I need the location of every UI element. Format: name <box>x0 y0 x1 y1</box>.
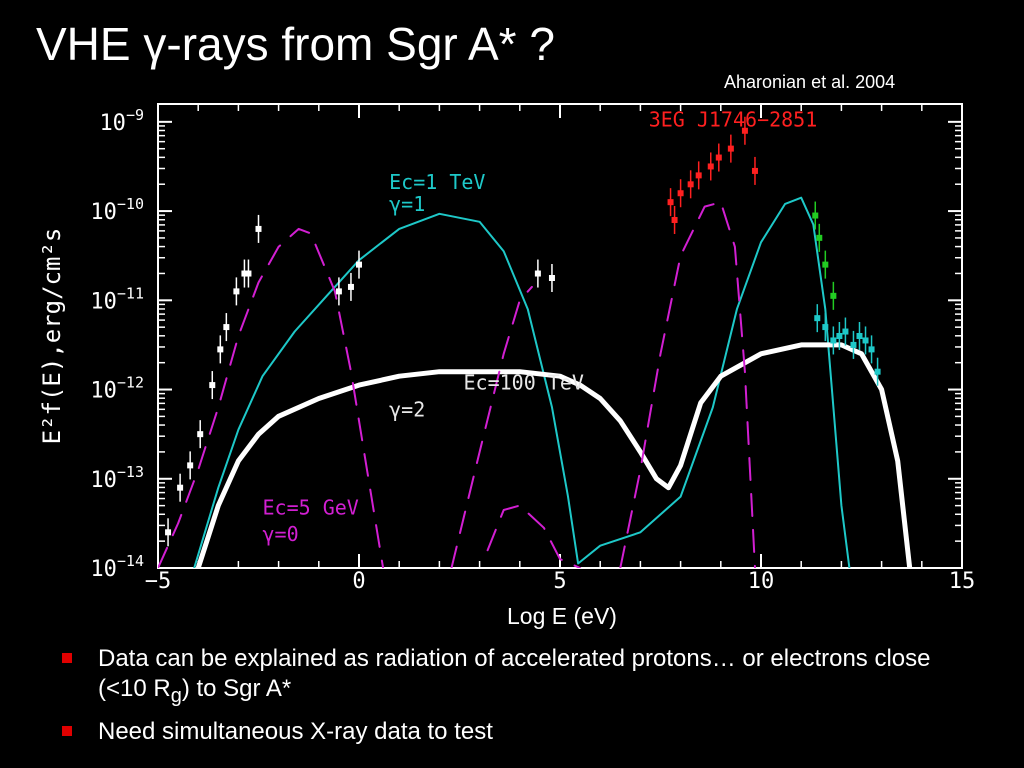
data-point <box>741 127 748 134</box>
model-curve-3 <box>450 285 533 568</box>
bullet-1-text: Data can be explained as radiation of ac… <box>98 645 931 702</box>
x-tick-label: 10 <box>748 569 775 594</box>
data-point <box>671 217 678 223</box>
x-tick-label: 5 <box>553 569 566 594</box>
data-point <box>335 288 342 295</box>
y-tick-label: 10−13 <box>90 463 144 493</box>
x-axis-label: Log E (eV) <box>507 603 617 629</box>
y-tick-label: 10−12 <box>90 374 144 404</box>
y-tick-label: 10−9 <box>99 106 144 136</box>
title-suffix: -rays from Sgr A* ? <box>166 18 555 70</box>
y-tick-exponent: −9 <box>126 106 144 124</box>
data-point <box>217 346 224 353</box>
chart-annotation: 3EG J1746−2851 <box>649 107 818 131</box>
chart-annotation: γ=1 <box>389 192 425 216</box>
chart-annotation: γ=2 <box>389 397 425 421</box>
data-point <box>197 431 204 438</box>
data-point <box>836 333 843 339</box>
data-point <box>822 324 829 331</box>
data-point <box>707 163 714 170</box>
bullet-list: Data can be explained as radiation of ac… <box>62 644 962 753</box>
sed-chart: −5 0 5 10 15 10−9 10−10 10−11 10−12 10−13 10−14 3E… <box>38 103 976 629</box>
chart-annotation: Ec=5 GeV <box>263 495 359 519</box>
model-curve-0 <box>193 196 851 568</box>
bullet-item: Need simultaneous X-ray data to test <box>62 717 962 747</box>
data-point <box>356 261 362 268</box>
data-point <box>830 292 837 299</box>
y-axis-label: E²f(E),erg/cm²s <box>38 228 66 445</box>
data-point <box>347 283 354 290</box>
y-tick-label: 10−14 <box>90 552 144 582</box>
x-tick-label: 15 <box>949 569 976 594</box>
bullet-1-sub: g <box>170 684 182 707</box>
data-point <box>850 341 857 348</box>
data-point <box>245 270 252 277</box>
bullet-square <box>62 725 72 736</box>
chart-annotation: Ec=1 TeV <box>389 170 485 194</box>
data-point <box>830 337 837 344</box>
model-curve-4 <box>486 504 582 568</box>
data-point <box>677 190 684 197</box>
y-tick-exponent: −11 <box>117 284 144 302</box>
data-point <box>868 346 875 353</box>
bullet-1-tail: ) to Sgr A* <box>181 675 292 702</box>
y-tick-exponent: −13 <box>117 463 144 481</box>
data-point <box>233 288 240 295</box>
y-tick-label: 10−11 <box>90 284 144 314</box>
data-point <box>177 484 184 491</box>
data-point <box>856 333 863 339</box>
model-curve-1 <box>195 342 913 568</box>
y-tick-exponent: −12 <box>117 374 144 392</box>
data-point <box>751 167 758 174</box>
data-point <box>165 529 172 536</box>
data-point <box>667 199 674 206</box>
data-point <box>255 225 262 232</box>
bullet-item: Data can be explained as radiation of ac… <box>62 644 962 711</box>
bullet-square <box>62 653 72 663</box>
title-prefix: VHE <box>36 18 144 70</box>
data-point <box>715 154 722 161</box>
point-group <box>165 116 881 547</box>
data-point <box>209 382 216 389</box>
data-point <box>548 275 555 281</box>
data-point <box>842 328 849 335</box>
data-point <box>822 261 829 268</box>
data-point <box>812 212 819 219</box>
slide-title: VHE γ-rays from Sgr A* ? <box>36 14 555 74</box>
data-point <box>241 270 248 277</box>
bullet-2-text: Need simultaneous X-ray data to test <box>98 717 493 745</box>
x-tick-label: 0 <box>352 569 365 594</box>
chart-annotation: γ=0 <box>263 522 299 546</box>
data-point <box>223 324 230 331</box>
y-tick-label: 10−10 <box>90 195 144 225</box>
data-point <box>727 145 734 152</box>
data-point <box>862 337 869 344</box>
curve-group <box>158 196 913 568</box>
model-curve-2 <box>158 227 385 568</box>
citation: Aharonian et al. 2004 <box>724 72 896 92</box>
data-point <box>187 462 194 469</box>
data-point <box>534 270 541 277</box>
y-tick-exponent: −14 <box>117 552 144 570</box>
model-curve-5 <box>619 201 756 568</box>
data-point <box>874 368 881 375</box>
y-tick-exponent: −10 <box>117 195 144 213</box>
x-tick-label: −5 <box>145 569 172 594</box>
data-point <box>816 234 823 241</box>
data-point <box>814 315 821 322</box>
title-gamma: γ <box>143 18 167 70</box>
data-point <box>695 172 702 179</box>
data-point <box>687 181 694 188</box>
chart-annotation: Ec=100 TeV <box>464 371 584 395</box>
